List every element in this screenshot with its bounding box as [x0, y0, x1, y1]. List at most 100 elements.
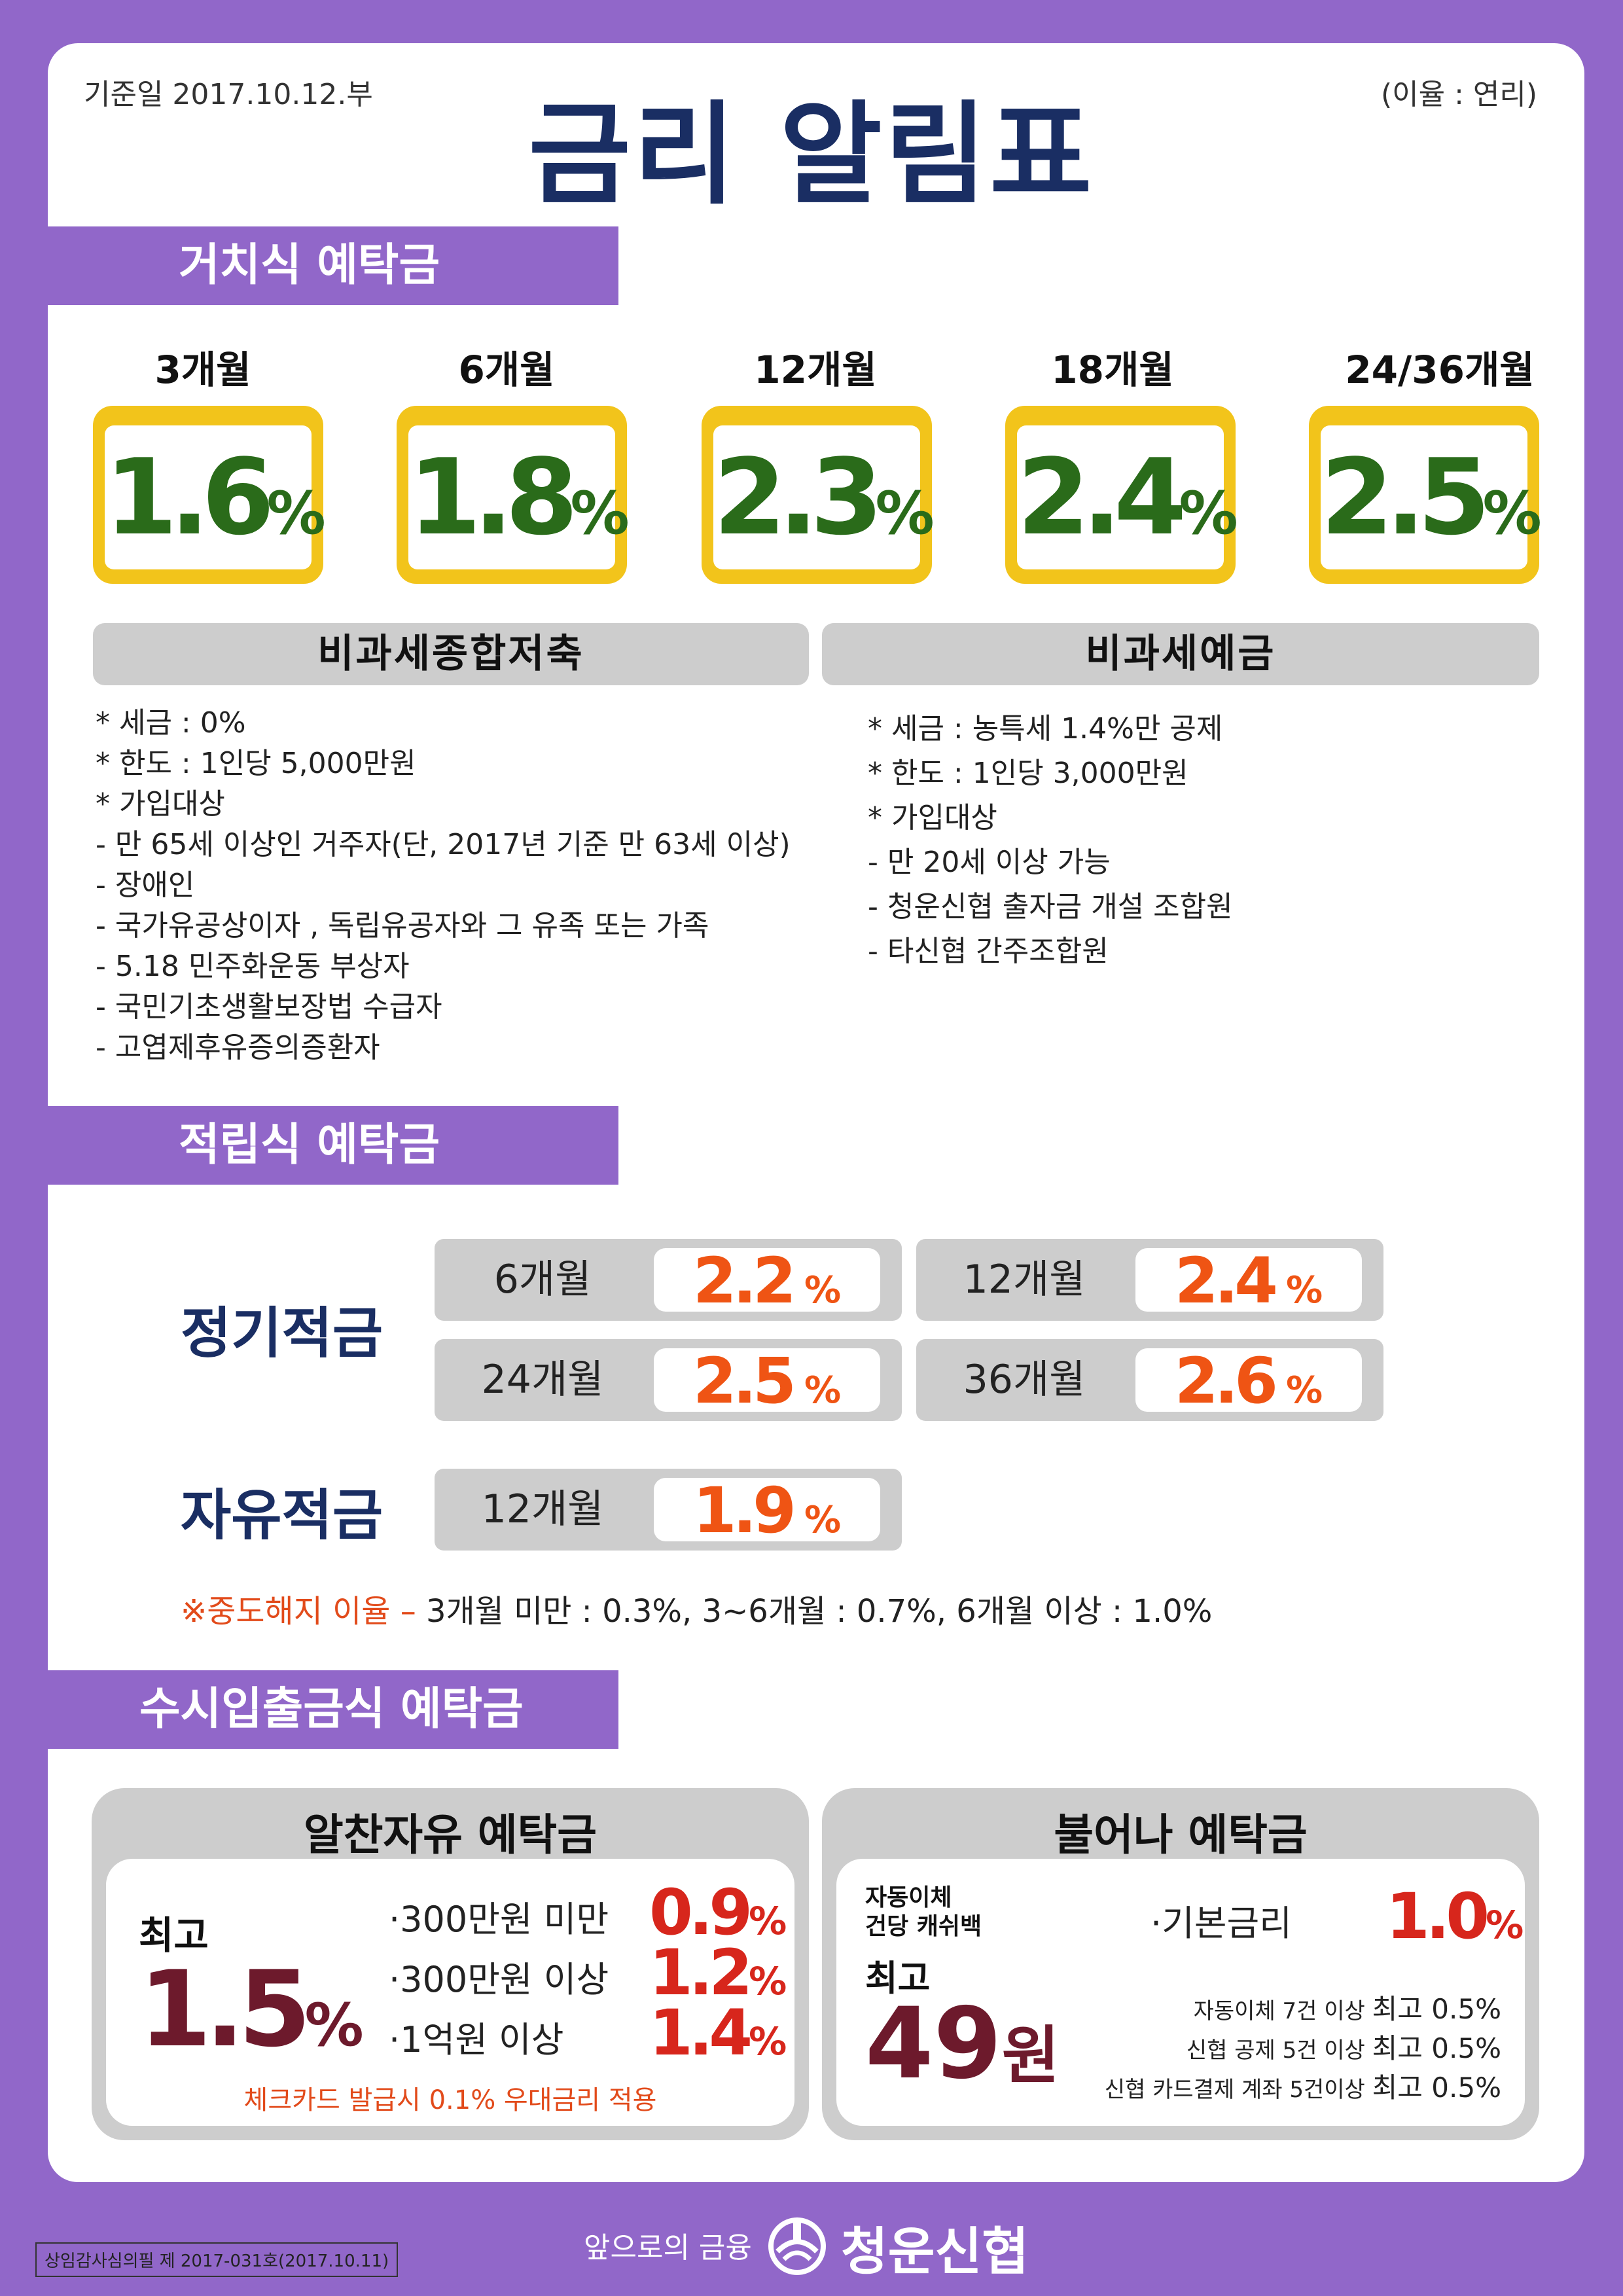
rate-value: 2.4: [1174, 1244, 1278, 1318]
cashback-caption: 자동이체 건당 캐쉬백: [865, 1884, 982, 1941]
tier-rate: 1.4%: [649, 1996, 787, 2070]
term-label: 12개월: [963, 1257, 1086, 1302]
detail-line: - 만 65세 이상인 거주자(단, 2017년 기준 만 63세 이상): [96, 828, 791, 861]
section-tab-fixed-deposit: 거치식 예탁금: [48, 226, 618, 305]
detail-line: - 만 20세 이상 가능: [868, 846, 1111, 879]
max-cashback: 49원: [865, 1987, 1060, 2101]
max-rate: 1.5%: [139, 1948, 364, 2070]
percent-unit: %: [570, 479, 630, 548]
tier-label: ·300만원 이상: [389, 1959, 609, 2000]
term-label: 3개월: [154, 348, 251, 392]
cashback-line: 건당 캐쉬백: [865, 1913, 982, 1940]
bureona-deposit-panel: 불어나 예탁금 자동이체 건당 캐쉬백 최고 49원 ·기본금리 1.0% 자동…: [822, 1788, 1539, 2140]
detail-line: * 한도 : 1인당 3,000만원: [868, 757, 1188, 790]
term-label: 18개월: [1051, 348, 1174, 392]
cashback-line: 자동이체: [865, 1884, 952, 1911]
condition-text: 신협 공제 5건 이상: [1186, 2037, 1365, 2064]
tax-free-savings-heading: 비과세종합저축: [93, 623, 809, 685]
savings-rate-pill: 6개월 2.2%: [435, 1239, 902, 1321]
max-rate-value: 1.5: [139, 1948, 311, 2070]
percent-unit: %: [804, 1369, 842, 1412]
rate-box: 2.3%: [702, 406, 935, 584]
condition-line: 신협 공제 5건 이상 최고 0.5%: [1186, 2026, 1501, 2066]
percent-unit: %: [875, 479, 935, 548]
rate-value: 2.5: [1321, 436, 1490, 558]
savings-rate-pill: 24개월 2.5%: [435, 1339, 902, 1421]
tax-free-savings-details: * 세금 : 0% * 한도 : 1인당 5,000만원 * 가입대상 - 만 …: [96, 703, 791, 1068]
rate-box: 1.6%: [93, 406, 326, 584]
detail-line: - 장애인: [96, 869, 195, 902]
tier-rate: 0.9%: [649, 1876, 787, 1949]
panel-title: 불어나 예탁금: [1054, 1810, 1308, 1860]
detail-line: * 세금 : 0%: [96, 706, 246, 740]
term-label: 36개월: [963, 1357, 1086, 1403]
base-rate-label: ·기본금리: [1150, 1903, 1292, 1944]
rate-box: 1.8%: [397, 406, 630, 584]
term-label: 12개월: [754, 348, 877, 392]
alchan-deposit-panel: 알찬자유 예탁금 최고 1.5% ·300만원 미만 0.9% ·300만원 이…: [92, 1788, 809, 2140]
section-tab-demand-deposit: 수시입출금식 예탁금: [48, 1670, 618, 1749]
percent-unit: %: [749, 1959, 787, 2003]
term-label: 6개월: [493, 1257, 592, 1302]
page-title: 금리 알림표: [528, 90, 1095, 220]
detail-line: - 청운신협 출자금 개설 조합원: [868, 890, 1233, 924]
detail-line: * 가입대상: [96, 787, 225, 821]
condition-text: 자동이체 7건 이상: [1193, 1998, 1365, 2024]
panel-body: 최고 1.5% ·300만원 미만 0.9% ·300만원 이상 1.2% ·1…: [106, 1859, 794, 2126]
max-label: 최고: [865, 1958, 931, 1999]
rate-value: 1.6: [105, 436, 274, 558]
base-rate: 1.0%: [1386, 1880, 1524, 1953]
percent-unit: %: [749, 1899, 787, 1943]
check-card-note: 체크카드 발급시 0.1% 우대금리 적용: [243, 2085, 657, 2115]
percent-unit: %: [1179, 479, 1238, 548]
detail-line: * 가입대상: [868, 801, 997, 834]
savings-rate-pill: 36개월 2.6%: [916, 1339, 1383, 1421]
early-termination-note: ※중도해지 이율 – 3개월 미만 : 0.3%, 3~6개월 : 0.7%, …: [181, 1585, 1212, 1631]
term-label: 24개월: [481, 1357, 604, 1403]
condition-line: 신협 카드결제 계좌 5건이상 최고 0.5%: [1105, 2066, 1501, 2106]
max-label: 최고: [139, 1913, 209, 1958]
cooperative-logo-icon: [768, 2217, 826, 2275]
effective-date: 기준일 2017.10.12.부: [84, 78, 373, 111]
savings-rate-pill: 12개월 2.4%: [916, 1239, 1383, 1321]
detail-line: - 국민기초생활보장법 수급자: [96, 990, 442, 1024]
panel-body: 자동이체 건당 캐쉬백 최고 49원 ·기본금리 1.0% 자동이체 7건 이상…: [836, 1859, 1525, 2126]
free-savings-label: 자유적금: [181, 1483, 383, 1547]
rate-value: 2.3: [713, 436, 883, 558]
percent-unit: %: [1285, 1369, 1323, 1412]
rate-box: 2.4%: [1005, 406, 1238, 584]
rate-value: 2.5: [692, 1344, 796, 1418]
percent-unit: %: [304, 1991, 364, 2060]
term-label: 24/36개월: [1345, 348, 1535, 392]
tier-label: ·1억원 이상: [389, 2019, 564, 2060]
condition-line: 자동이체 7건 이상 최고 0.5%: [1194, 1987, 1501, 2027]
early-termination-label: ※중도해지 이율 –: [181, 1593, 416, 1630]
detail-line: - 고엽제후유증의증환자: [96, 1031, 380, 1064]
term-label: 6개월: [458, 348, 555, 392]
early-termination-rates: 3개월 미만 : 0.3%, 3~6개월 : 0.7%, 6개월 이상 : 1.…: [416, 1593, 1213, 1630]
tax-free-deposit-details: * 세금 : 농특세 1.4%만 공제 * 한도 : 1인당 3,000만원 *…: [868, 707, 1233, 974]
tier-rate-value: 1.2: [649, 1936, 753, 2009]
rate-value: 2.2: [692, 1244, 796, 1318]
percent-unit: %: [1482, 479, 1542, 548]
panel-title: 알찬자유 예탁금: [303, 1810, 597, 1860]
rate-basis-note: (이율 : 연리): [1381, 78, 1538, 111]
approval-stamp: 상임감사심의필 제 2017-031호(2017.10.11): [35, 2242, 399, 2277]
max-cashback-value: 49: [865, 1987, 1002, 2101]
percent-unit: %: [266, 479, 326, 548]
condition-max: 최고 0.5%: [1372, 1993, 1501, 2025]
rate-value: 1.9: [692, 1474, 796, 1547]
base-rate-value: 1.0: [1386, 1880, 1489, 1953]
tier-rate-value: 0.9: [649, 1876, 753, 1949]
percent-unit: %: [804, 1499, 842, 1541]
tier-rate-value: 1.4: [649, 1996, 753, 2070]
detail-line: - 5.18 민주화운동 부상자: [96, 950, 410, 983]
won-unit: 원: [1001, 2019, 1060, 2092]
percent-unit: %: [1486, 1903, 1524, 1947]
tier-rate: 1.2%: [649, 1936, 787, 2009]
section-tab-installment-savings: 적립식 예탁금: [48, 1106, 618, 1185]
rate-value: 2.4: [1017, 436, 1186, 558]
percent-unit: %: [804, 1269, 842, 1312]
rate-value: 2.6: [1174, 1344, 1278, 1418]
rate-box: 2.5%: [1309, 406, 1542, 584]
